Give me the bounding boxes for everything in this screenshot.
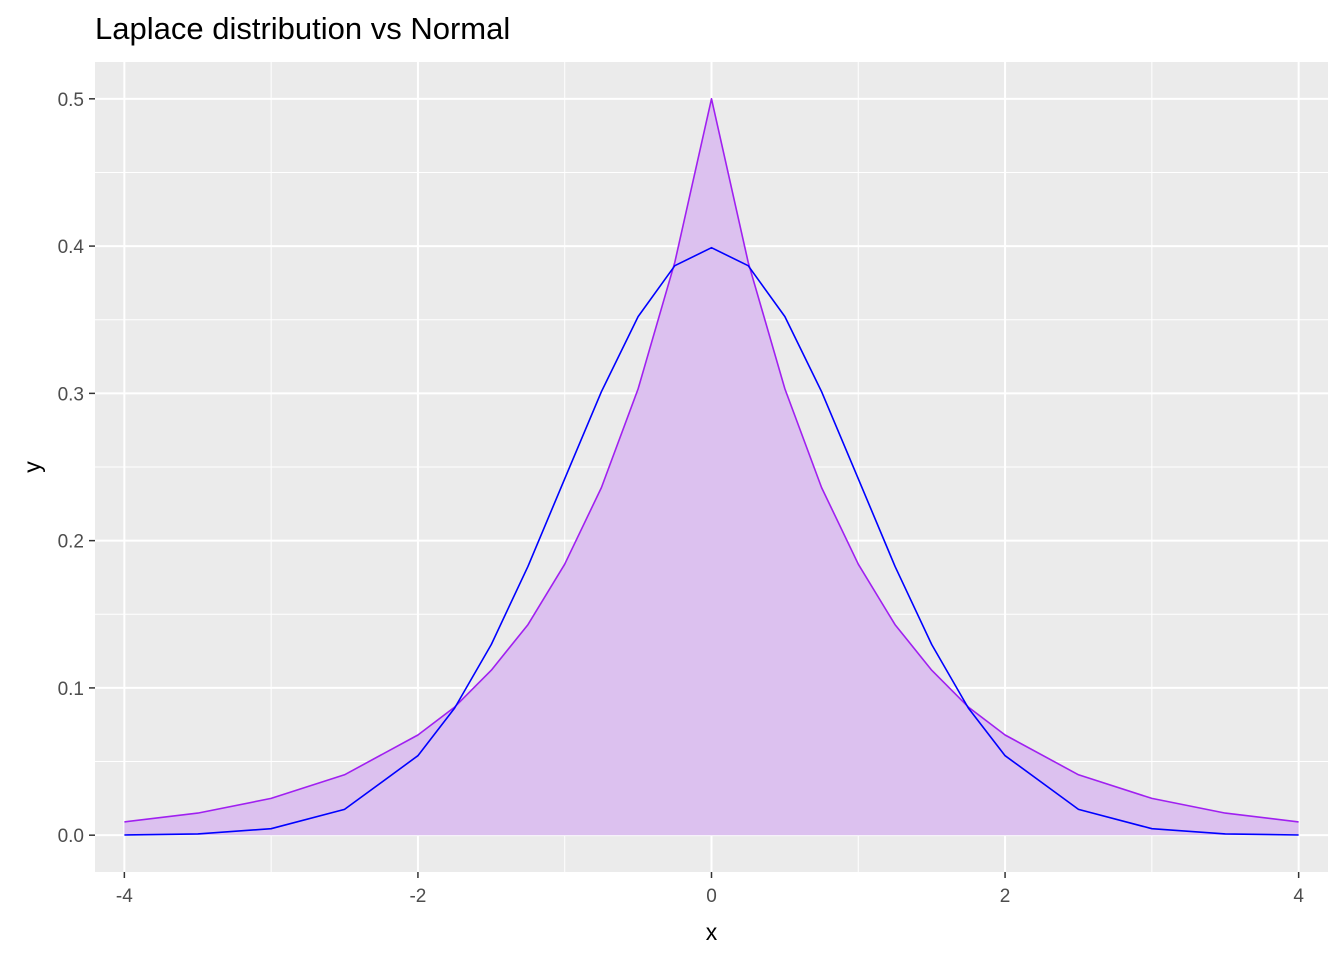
x-tick-label: 0: [706, 886, 717, 907]
y-tick-label: 0.1: [58, 679, 84, 700]
series-0-line: [124, 98, 1299, 823]
x-tick-label: -4: [116, 886, 133, 907]
y-tick-label: 0.5: [58, 90, 84, 111]
series-1-line: [124, 246, 1299, 836]
series-layer: [124, 98, 1299, 836]
chart-title: Laplace distribution vs Normal: [95, 11, 511, 46]
y-tick-label: 0.4: [58, 237, 85, 258]
y-axis-title: y: [19, 461, 45, 473]
axis-ticks: [89, 98, 1300, 878]
tick-labels: -4 -2 0 2 4 0.0 0.1 0.2 0.3 0.4 0.5: [58, 90, 1305, 907]
series-0-area: [124, 98, 1299, 836]
x-axis-title: x: [706, 919, 718, 945]
y-tick-label: 0.2: [58, 532, 84, 553]
x-tick-label: 2: [1000, 886, 1011, 907]
y-tick-label: 0.3: [58, 384, 84, 405]
x-tick-label: -2: [409, 886, 426, 907]
y-tick-label: 0.0: [58, 826, 84, 847]
x-tick-label: 4: [1293, 886, 1304, 907]
